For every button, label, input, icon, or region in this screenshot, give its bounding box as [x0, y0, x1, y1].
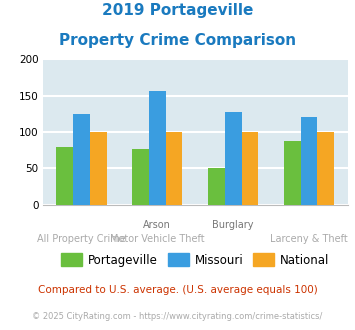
- Bar: [132, 149, 149, 205]
- Bar: [241, 132, 258, 205]
- Legend: Portageville, Missouri, National: Portageville, Missouri, National: [56, 248, 334, 271]
- Text: Arson: Arson: [143, 220, 171, 230]
- Text: Motor Vehicle Theft: Motor Vehicle Theft: [110, 234, 204, 244]
- Text: Property Crime Comparison: Property Crime Comparison: [59, 33, 296, 48]
- Bar: [225, 113, 241, 205]
- Bar: [90, 132, 106, 205]
- Bar: [149, 91, 166, 205]
- Bar: [166, 132, 182, 205]
- Bar: [301, 117, 317, 205]
- Bar: [284, 142, 301, 205]
- Text: 2019 Portageville: 2019 Portageville: [102, 3, 253, 18]
- Text: Larceny & Theft: Larceny & Theft: [270, 234, 348, 244]
- Bar: [317, 132, 334, 205]
- Bar: [56, 147, 73, 205]
- Text: Burglary: Burglary: [212, 220, 254, 230]
- Text: © 2025 CityRating.com - https://www.cityrating.com/crime-statistics/: © 2025 CityRating.com - https://www.city…: [32, 312, 323, 321]
- Text: All Property Crime: All Property Crime: [37, 234, 126, 244]
- Text: Compared to U.S. average. (U.S. average equals 100): Compared to U.S. average. (U.S. average …: [38, 285, 317, 295]
- Bar: [73, 114, 90, 205]
- Bar: [208, 168, 225, 205]
